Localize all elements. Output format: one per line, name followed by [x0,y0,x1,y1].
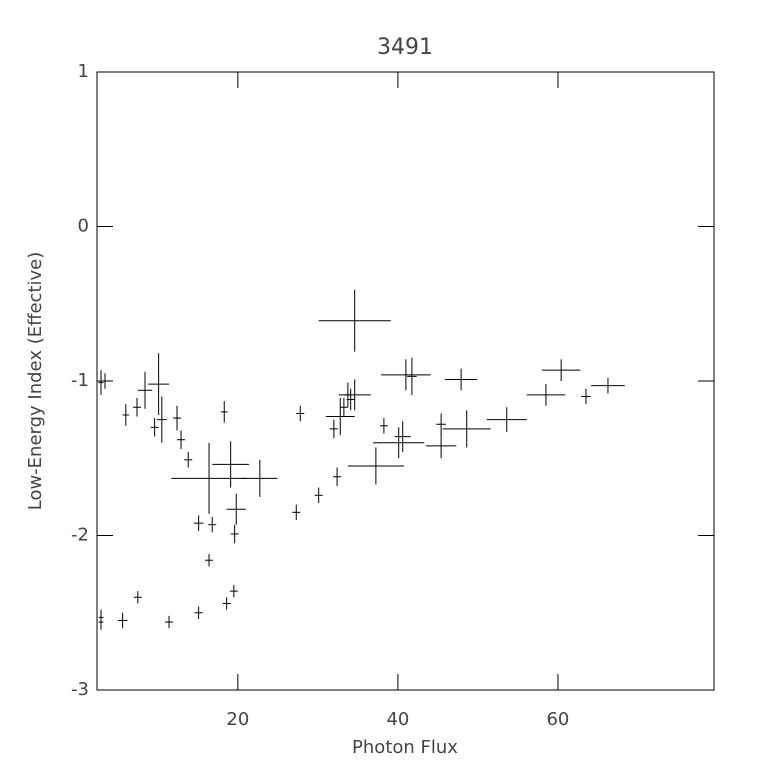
x-axis-label: Photon Flux [352,737,458,758]
chart-title: 3491 [377,35,433,60]
x-tick-label: 40 [386,709,409,730]
y-tick-label: -1 [71,370,89,391]
y-tick-label: -2 [71,525,89,546]
y-tick-label: 1 [78,61,89,82]
y-tick-label: -3 [71,679,89,700]
x-tick-label: 60 [546,709,569,730]
x-tick-label: 20 [226,709,249,730]
y-tick-label: 0 [78,216,89,237]
y-axis-label: Low-Energy Index (Effective) [25,252,46,511]
